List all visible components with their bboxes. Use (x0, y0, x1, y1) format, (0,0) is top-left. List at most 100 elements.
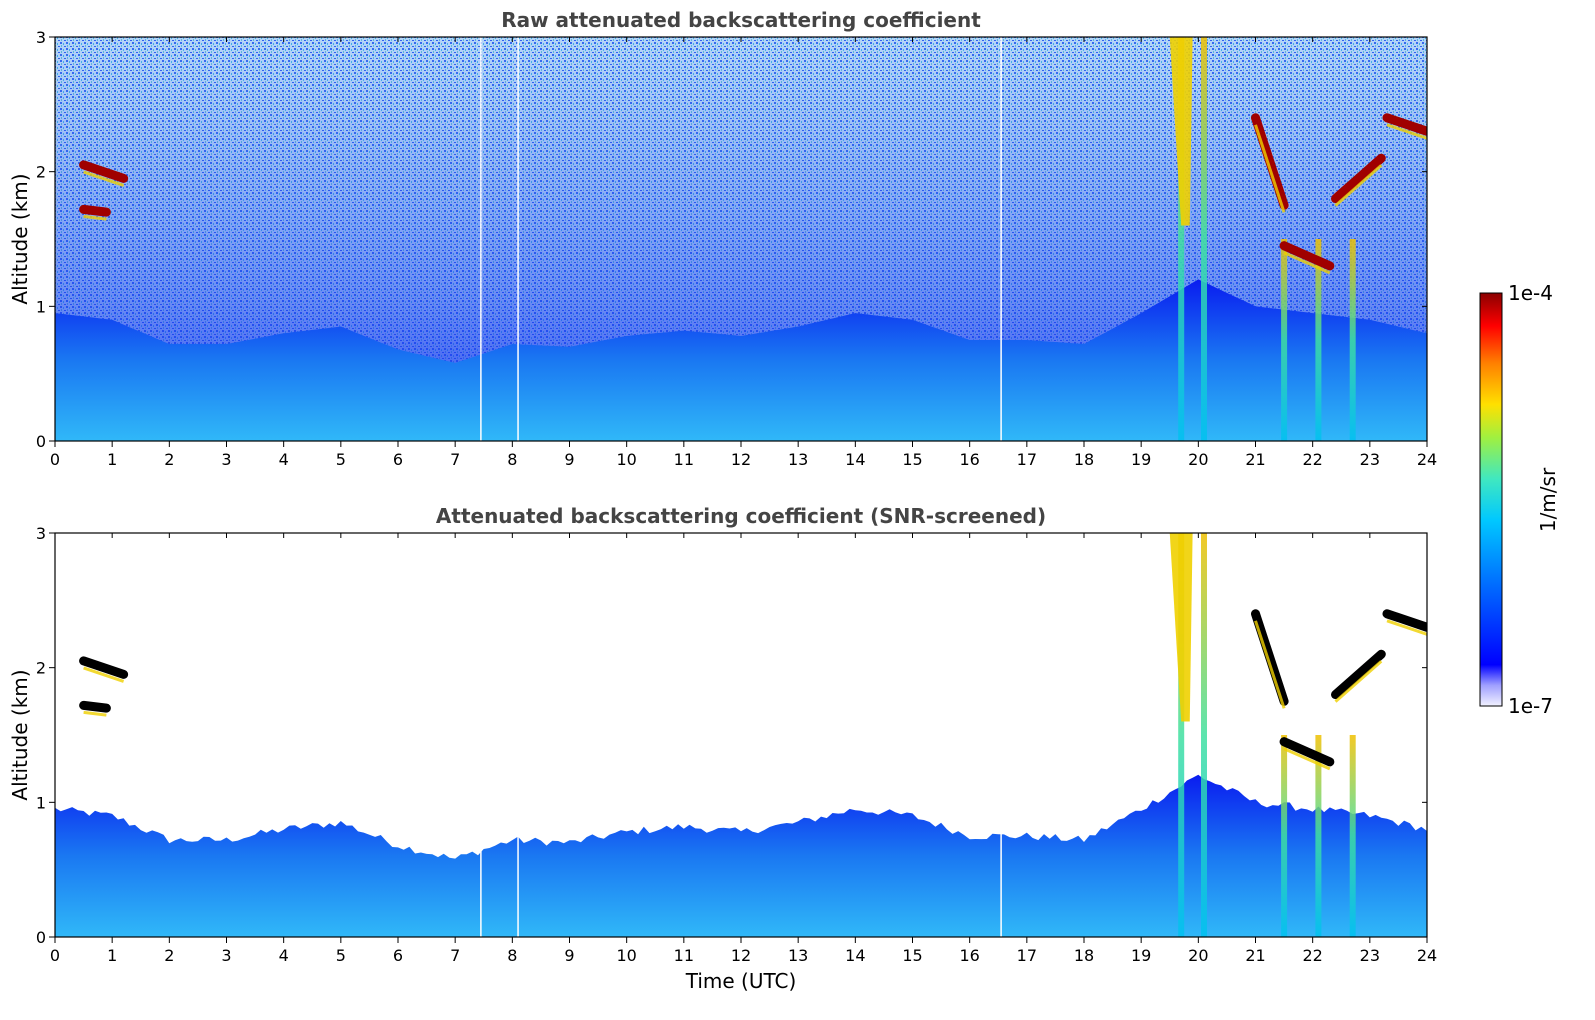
cloud-segment-1 (79, 204, 111, 217)
x-tick-label: 13 (788, 450, 808, 469)
cloud-segment-1 (79, 700, 111, 713)
x-tick-label: 23 (1360, 946, 1380, 965)
x-tick-label: 21 (1245, 450, 1265, 469)
raw-y-axis: 0 1 2 3 (36, 28, 1427, 451)
precip-streak-1 (1201, 533, 1207, 937)
raw-backscatter-panel: Raw attenuated backscattering coefficien… (8, 8, 1437, 469)
x-tick-label: 20 (1188, 450, 1208, 469)
cloud-segment-0 (79, 656, 129, 679)
x-tick-label: 12 (731, 450, 751, 469)
x-tick-label: 1 (107, 450, 117, 469)
precip-streak-0 (1178, 37, 1185, 441)
raw-y-axis-label: Altitude (km) (8, 173, 32, 304)
precip-streak-2 (1281, 239, 1288, 441)
x-tick-label: 24 (1417, 946, 1437, 965)
screened-y-axis-label: Altitude (km) (8, 669, 32, 800)
precip-streak-3 (1315, 239, 1322, 441)
cloud-segment-3 (1279, 241, 1335, 271)
x-tick-label: 10 (616, 946, 636, 965)
x-tick-label: 11 (674, 450, 694, 469)
x-tick-label: 0 (50, 450, 60, 469)
cloud-segment-4 (1331, 153, 1386, 204)
cloud-base-2 (1254, 620, 1286, 709)
x-tick-label: 15 (902, 450, 922, 469)
colorbar-max-label: 1e-4 (1508, 281, 1553, 305)
cloud-segment-4 (1331, 649, 1386, 700)
raw-x-axis: 0 1 2 3 4 5 6 7 8 9 10 11 12 13 14 15 16 17 18 19 20 21 22 23 24 (50, 37, 1437, 469)
x-tick-label: 2 (164, 450, 174, 469)
x-tick-label: 6 (393, 450, 403, 469)
cloud-segment-3 (1279, 737, 1335, 767)
cloud-segment-5 (1382, 113, 1427, 136)
mixing-layer (55, 774, 1427, 937)
precip-streak-1 (1201, 37, 1207, 441)
x-tick-label: 22 (1302, 450, 1322, 469)
colorbar-unit-label: 1/m/sr (1536, 467, 1560, 532)
colorbar-min-label: 1e-7 (1508, 694, 1553, 718)
snr-screened-panel: Attenuated backscattering coefficient (S… (8, 504, 1437, 993)
x-tick-label: 2 (164, 946, 174, 965)
x-tick-label: 5 (336, 946, 346, 965)
x-axis-label: Time (UTC) (685, 969, 797, 993)
x-tick-label: 17 (1017, 450, 1037, 469)
x-tick-label: 18 (1074, 946, 1094, 965)
precip-streak-2 (1281, 735, 1288, 937)
cloud-segment-5 (1382, 609, 1427, 632)
x-tick-label: 16 (959, 946, 979, 965)
precip-fallstreak (1169, 37, 1193, 226)
x-tick-label: 5 (336, 450, 346, 469)
cloud-base-2 (1254, 124, 1286, 213)
y-tick-label: 1 (36, 793, 46, 812)
x-tick-label: 10 (616, 450, 636, 469)
x-tick-label: 9 (564, 946, 574, 965)
mixing-layer (55, 279, 1427, 441)
x-tick-label: 6 (393, 946, 403, 965)
x-tick-label: 3 (221, 946, 231, 965)
precip-fallstreak (1169, 533, 1193, 722)
cloud-base-5 (1386, 123, 1427, 140)
x-tick-label: 8 (507, 946, 517, 965)
cloud-base-0 (83, 666, 125, 683)
x-tick-label: 19 (1131, 450, 1151, 469)
x-tick-label: 4 (279, 946, 289, 965)
colorbar-gradient (1479, 292, 1503, 707)
x-tick-label: 12 (731, 946, 751, 965)
cloud-base-0 (83, 170, 125, 187)
x-tick-label: 19 (1131, 946, 1151, 965)
screened-panel-title: Attenuated backscattering coefficient (S… (436, 504, 1046, 528)
cloud-base-3 (1283, 747, 1331, 771)
screened-x-axis: 0 1 2 3 4 5 6 7 8 9 10 11 12 13 14 15 16 17 18 19 20 21 22 23 24 (50, 533, 1437, 965)
precip-streak-4 (1349, 239, 1356, 441)
x-tick-label: 4 (279, 450, 289, 469)
precip-streak-0 (1178, 533, 1185, 937)
x-tick-label: 0 (50, 946, 60, 965)
x-tick-label: 15 (902, 946, 922, 965)
cloud-base-1 (83, 710, 107, 717)
x-tick-label: 1 (107, 946, 117, 965)
cloud-segment-0 (79, 160, 129, 183)
cloud-base-5 (1386, 619, 1427, 636)
x-tick-label: 13 (788, 946, 808, 965)
x-tick-label: 18 (1074, 450, 1094, 469)
y-tick-label: 0 (36, 432, 46, 451)
precip-streak-4 (1349, 735, 1356, 937)
y-tick-label: 2 (36, 659, 46, 678)
x-tick-label: 17 (1017, 946, 1037, 965)
cloud-base-3 (1283, 251, 1331, 275)
raw-heatmap-area (55, 37, 1427, 441)
screened-heatmap-area (55, 533, 1427, 937)
x-tick-label: 7 (450, 450, 460, 469)
y-tick-label: 3 (36, 524, 46, 543)
cloud-segment-2 (1251, 113, 1289, 210)
x-tick-label: 24 (1417, 450, 1437, 469)
y-tick-label: 1 (36, 297, 46, 316)
x-tick-label: 8 (507, 450, 517, 469)
cloud-base-1 (83, 214, 107, 221)
x-tick-label: 23 (1360, 450, 1380, 469)
cloud-base-4 (1334, 164, 1383, 207)
x-tick-label: 14 (845, 946, 865, 965)
x-tick-label: 21 (1245, 946, 1265, 965)
precip-streak-3 (1315, 735, 1322, 937)
screened-y-axis: 0 1 2 3 (36, 524, 1427, 947)
